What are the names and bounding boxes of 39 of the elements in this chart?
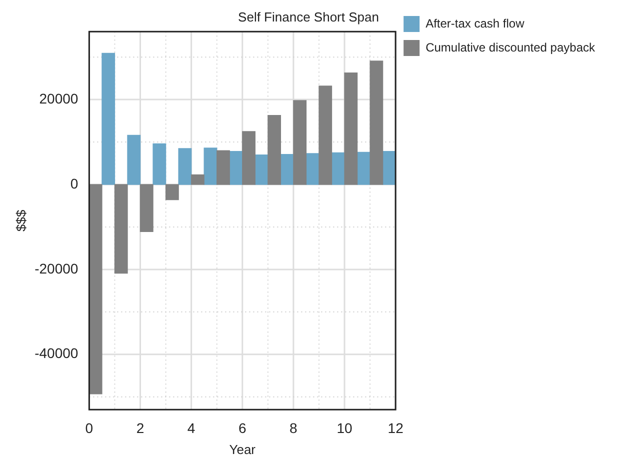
bar [89,184,102,394]
bar [140,184,154,232]
bar [216,150,230,185]
bar [344,72,358,185]
bar [268,114,282,185]
x-tick-label: 8 [290,420,298,436]
x-tick-label: 12 [388,420,404,436]
bar [165,184,179,200]
bar [127,134,141,185]
chart-title: Self Finance Short Span [238,9,379,24]
y-tick-label: -40000 [34,345,78,362]
bar [152,143,166,185]
bar [114,184,128,274]
bar [178,148,192,185]
y-axis-title: $$$ [13,208,28,232]
bar [190,174,204,185]
bar [293,100,307,185]
y-tick-label: 20000 [39,90,78,106]
bar [318,86,332,185]
bar [356,152,370,185]
y-tick-label: 0 [70,175,78,192]
x-tick-label: 2 [136,420,144,436]
x-tick-label: 6 [238,420,246,436]
bar [254,154,268,185]
x-tick-label: 4 [187,420,196,436]
bar [242,131,256,185]
legend-label: Cumulative discounted payback [426,40,596,54]
bar [306,153,320,185]
x-tick-label: 10 [336,420,353,436]
bar [280,154,294,185]
bar [204,148,218,185]
bar [370,60,384,185]
bar [229,151,243,185]
x-axis-title: Year [229,442,256,457]
legend-label: After-tax cash flow [426,16,525,30]
x-tick-label: 0 [85,420,94,436]
bar [102,52,116,185]
bar [382,151,396,185]
y-tick-label: -20000 [34,260,78,276]
